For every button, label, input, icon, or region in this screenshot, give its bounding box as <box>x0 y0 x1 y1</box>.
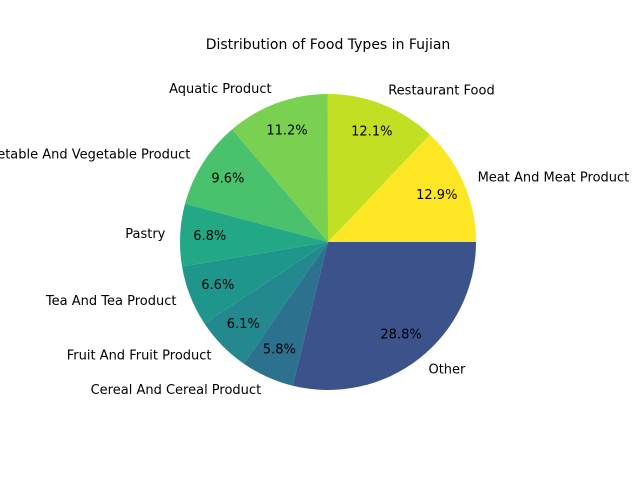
pie-slice-vegetable-and-vegetable-product <box>185 129 328 242</box>
slice-label-other: Other <box>428 363 466 378</box>
pie-slice-other <box>292 242 476 391</box>
slice-label-vegetable-and-vegetable-product: Vegetable And Vegetable Product <box>0 148 190 163</box>
slice-percent-meat-and-meat-product: 12.9% <box>416 188 457 203</box>
slice-label-cereal-and-cereal-product: Cereal And Cereal Product <box>91 383 262 398</box>
chart-title: Distribution of Food Types in Fujian <box>206 37 451 53</box>
pie-slices <box>179 93 476 391</box>
pie-slice-aquatic-product <box>231 94 328 242</box>
slice-percent-aquatic-product: 11.2% <box>266 123 307 138</box>
slice-label-fruit-and-fruit-product: Fruit And Fruit Product <box>67 348 212 363</box>
slice-percent-cereal-and-cereal-product: 5.8% <box>263 342 296 357</box>
pie-slice-meat-and-meat-product <box>328 134 476 242</box>
slice-percent-tea-and-tea-product: 6.6% <box>201 278 234 293</box>
slice-label-restaurant-food: Restaurant Food <box>388 83 494 98</box>
pie-labels: Meat And Meat Product 12.9% Restaurant Foo… <box>0 82 629 398</box>
pie-slice-tea-and-tea-product <box>182 242 328 324</box>
pie-slice-restaurant-food <box>327 93 430 243</box>
slice-percent-pastry: 6.8% <box>193 229 226 244</box>
slice-percent-other: 28.8% <box>380 328 421 343</box>
slice-label-tea-and-tea-product: Tea And Tea Product <box>45 294 177 309</box>
slice-label-aquatic-product: Aquatic Product <box>169 82 271 97</box>
slice-percent-fruit-and-fruit-product: 6.1% <box>227 317 260 332</box>
slice-percent-vegetable-and-vegetable-product: 9.6% <box>211 171 244 186</box>
slice-label-meat-and-meat-product: Meat And Meat Product <box>478 170 630 185</box>
slice-percent-restaurant-food: 12.1% <box>351 125 392 140</box>
slice-label-pastry: Pastry <box>125 227 165 242</box>
pie-slice-cereal-and-cereal-product <box>243 242 328 386</box>
pie-slice-fruit-and-fruit-product <box>204 242 328 364</box>
pie-slice-pastry <box>179 203 328 267</box>
